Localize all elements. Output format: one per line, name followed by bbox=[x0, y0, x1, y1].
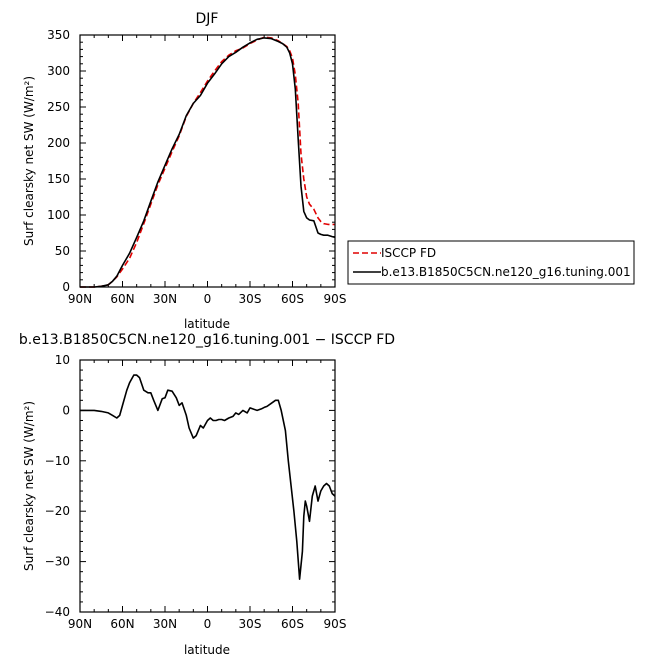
bottom-panel: b.e13.B1850C5CN.ne120_g16.tuning.001 − I… bbox=[19, 332, 395, 657]
bottom-y-axis-label: Surf clearsky net SW (W/m²) bbox=[22, 401, 36, 571]
y-tick-label: −30 bbox=[45, 555, 70, 569]
top-x-axis-label: latitude bbox=[184, 317, 230, 331]
x-tick-label: 60S bbox=[281, 292, 304, 306]
x-tick-label: 90S bbox=[324, 617, 347, 631]
x-tick-label: 0 bbox=[204, 617, 212, 631]
legend: ISCCP FD b.e13.B1850C5CN.ne120_g16.tunin… bbox=[347, 240, 635, 285]
top-plot-frame bbox=[79, 34, 336, 288]
y-tick-label: 150 bbox=[47, 172, 70, 186]
y-tick-label: 50 bbox=[55, 244, 70, 258]
y-tick-label: 300 bbox=[47, 64, 70, 78]
series-line-0 bbox=[80, 374, 336, 581]
bottom-series-lines bbox=[80, 374, 336, 581]
legend-isccp-label: ISCCP FD bbox=[381, 246, 436, 260]
top-y-axis-label: Surf clearsky net SW (W/m²) bbox=[22, 76, 36, 246]
x-tick-label: 0 bbox=[204, 292, 212, 306]
x-tick-label: 30N bbox=[153, 292, 177, 306]
top-x-tick-labels: 90N 60N 30N 0 30S 60S 90S bbox=[68, 292, 347, 306]
x-tick-label: 30S bbox=[239, 292, 262, 306]
y-tick-label: 350 bbox=[47, 28, 70, 42]
x-tick-label: 30N bbox=[153, 617, 177, 631]
series-line-0 bbox=[80, 36, 335, 288]
top-ticks bbox=[79, 34, 336, 288]
top-y-tick-labels: 0 50 100 150 200 250 300 350 bbox=[47, 28, 70, 294]
top-panel: DJF 90N 60N 30N 0 30S 60S 90S 0 50 100 150 200 250 3… bbox=[22, 11, 346, 331]
series-line-1 bbox=[80, 37, 336, 288]
bottom-title: b.e13.B1850C5CN.ne120_g16.tuning.001 − I… bbox=[19, 332, 395, 348]
y-tick-label: −20 bbox=[45, 504, 70, 518]
x-tick-label: 90N bbox=[68, 292, 92, 306]
y-tick-label: 10 bbox=[55, 353, 70, 367]
x-tick-label: 30S bbox=[239, 617, 262, 631]
y-tick-label: 250 bbox=[47, 100, 70, 114]
bottom-ticks bbox=[79, 359, 336, 613]
y-tick-label: −40 bbox=[45, 605, 70, 619]
y-tick-label: −10 bbox=[45, 454, 70, 468]
y-tick-label: 200 bbox=[47, 136, 70, 150]
y-tick-label: 0 bbox=[62, 403, 70, 417]
bottom-plot-frame bbox=[79, 359, 336, 613]
x-tick-label: 60N bbox=[110, 292, 134, 306]
x-tick-label: 60N bbox=[110, 617, 134, 631]
y-tick-label: 100 bbox=[47, 208, 70, 222]
bottom-x-axis-label: latitude bbox=[184, 643, 230, 657]
x-tick-label: 60S bbox=[281, 617, 304, 631]
bottom-y-tick-labels: 10 0 −10 −20 −30 −40 bbox=[45, 353, 70, 619]
bottom-x-tick-labels: 90N 60N 30N 0 30S 60S 90S bbox=[68, 617, 347, 631]
x-tick-label: 90S bbox=[324, 292, 347, 306]
legend-box bbox=[347, 240, 635, 285]
legend-model-label: b.e13.B1850C5CN.ne120_g16.tuning.001 bbox=[381, 265, 631, 279]
x-tick-label: 90N bbox=[68, 617, 92, 631]
y-tick-label: 0 bbox=[62, 280, 70, 294]
top-series-lines bbox=[80, 36, 336, 288]
top-title: DJF bbox=[196, 11, 219, 27]
